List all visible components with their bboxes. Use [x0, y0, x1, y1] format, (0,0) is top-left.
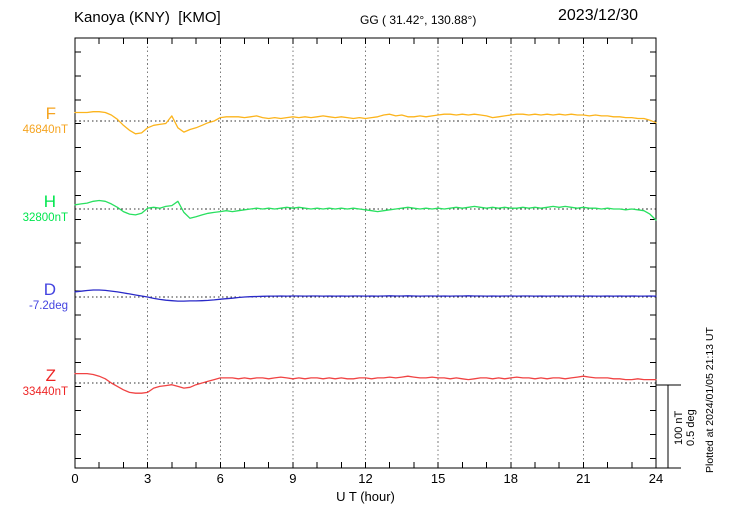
x-tick-label-0: 0: [71, 471, 79, 486]
x-axis-title: U T (hour): [336, 489, 395, 504]
trace-D: [74, 289, 657, 302]
x-tick-label-3: 3: [144, 471, 152, 486]
x-tick-label-6: 6: [216, 471, 224, 486]
x-tick-label-12: 12: [358, 471, 373, 486]
channel-label-F: F: [45, 104, 56, 123]
scale-bar-label-deg: 0.5 deg: [685, 409, 697, 447]
plotted-timestamp-note: Plotted at 2024/01/05 21:13 UT: [704, 327, 716, 473]
x-tick-label-15: 15: [430, 471, 446, 486]
channel-value-F: 46840nT: [22, 124, 68, 136]
channel-label-H: H: [43, 192, 56, 211]
trace-H: [74, 199, 657, 221]
station-title: Kanoya (KNY) [KMO]: [74, 9, 221, 26]
x-tick-label-18: 18: [503, 471, 518, 486]
channel-value-D: -7.2deg: [28, 300, 68, 312]
trace-F: [74, 111, 657, 135]
trace-Z: [74, 372, 657, 394]
x-tick-label-21: 21: [576, 471, 591, 486]
channel-value-Z: 33440nT: [22, 386, 68, 398]
geographic-coordinates: GG ( 31.42°, 130.88°): [360, 13, 477, 27]
channel-value-H: 32800nT: [22, 212, 68, 224]
channel-label-D: D: [43, 280, 56, 299]
x-tick-label-24: 24: [648, 471, 664, 486]
observation-date: 2023/12/30: [558, 7, 639, 24]
x-tick-label-9: 9: [289, 471, 297, 486]
channel-label-Z: Z: [45, 366, 56, 385]
scale-bar-label-nt: 100 nT: [673, 410, 685, 446]
